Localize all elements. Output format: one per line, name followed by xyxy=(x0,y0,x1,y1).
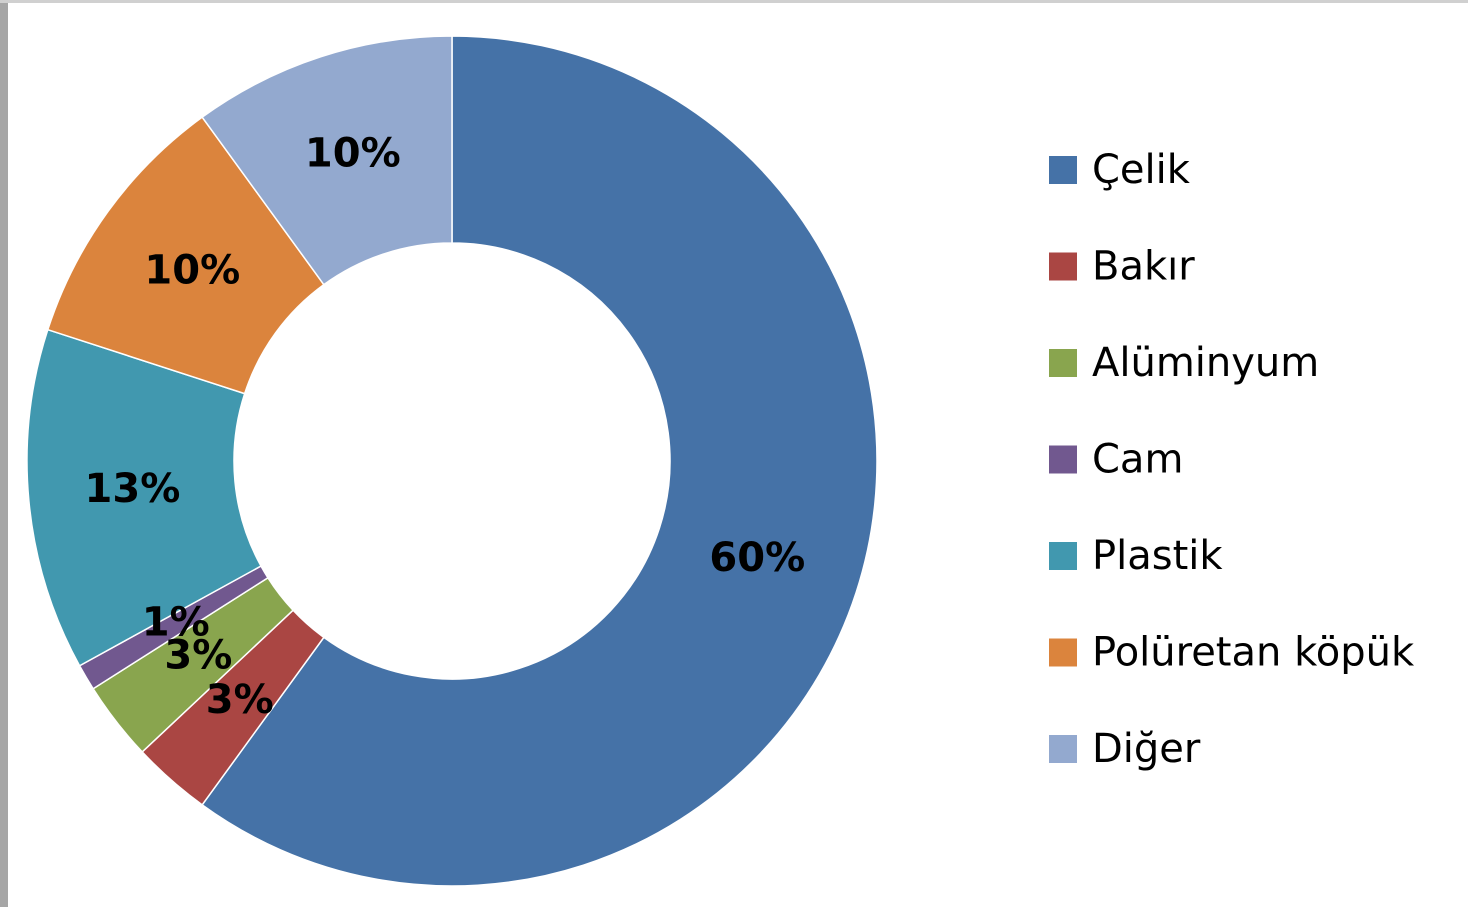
legend-label: Cam xyxy=(1092,437,1183,483)
legend-swatch xyxy=(1049,445,1077,474)
legend-label: Diğer xyxy=(1092,726,1201,772)
data-label: 1% xyxy=(142,599,210,645)
legend-label: Çelik xyxy=(1092,147,1191,193)
legend-swatch xyxy=(1049,638,1077,667)
legend-label: Plastik xyxy=(1092,533,1223,579)
legend-swatch xyxy=(1049,252,1077,281)
data-label: 60% xyxy=(709,535,805,581)
legend-label: Alüminyum xyxy=(1092,340,1319,386)
legend-label: Bakır xyxy=(1092,244,1195,290)
legend-swatch xyxy=(1049,735,1077,763)
data-label: 3% xyxy=(164,633,232,679)
slice xyxy=(201,35,453,286)
data-label: 3% xyxy=(206,677,274,723)
slice xyxy=(26,328,262,667)
data-label: 10% xyxy=(144,247,240,293)
legend-label: Polüretan köpük xyxy=(1092,630,1415,676)
labels: 60%3%3%1%13%10%10% xyxy=(85,131,806,723)
slice xyxy=(201,35,878,887)
data-label: 13% xyxy=(85,466,181,512)
legend-swatch xyxy=(1049,349,1077,377)
frame-left xyxy=(0,0,8,907)
legend-swatch xyxy=(1049,156,1077,184)
data-label: 10% xyxy=(305,131,401,177)
legend: Çelik Bakır Alüminyum Cam Plastik Polüretan k… xyxy=(1049,147,1415,772)
frame-top xyxy=(0,0,1468,3)
legend-swatch xyxy=(1049,542,1077,570)
slices xyxy=(26,35,878,887)
